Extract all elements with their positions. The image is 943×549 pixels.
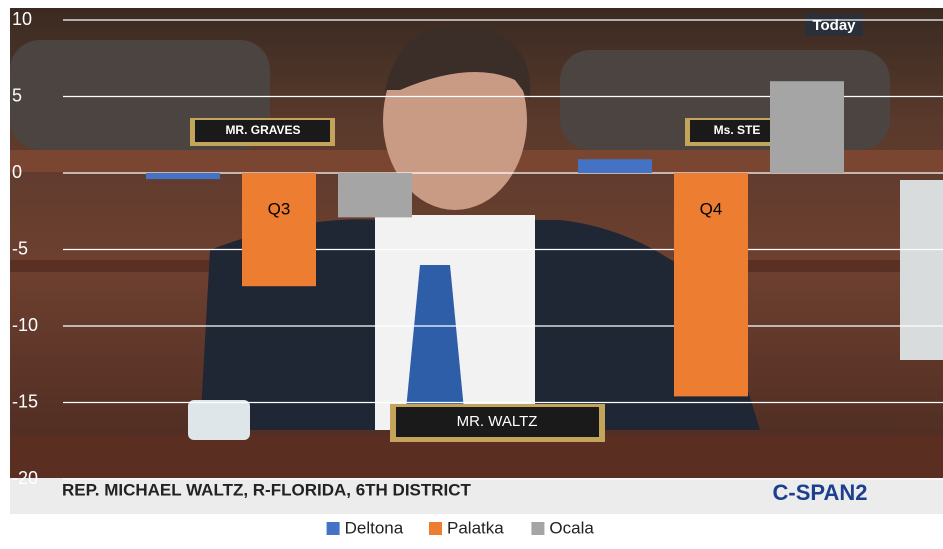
nameplate-label: MR. GRAVES xyxy=(225,123,300,137)
y-tick-label: -15 xyxy=(12,391,38,411)
y-tick-label: -5 xyxy=(12,238,28,258)
bar xyxy=(578,159,652,173)
bar xyxy=(338,173,412,218)
plot: -20 -15 -10 -5 0 5 10 Q3 Q4 Deltona Palatka Ocala xyxy=(12,9,943,537)
legend-label: Ocala xyxy=(549,518,594,537)
network-logo: C-SPAN2 xyxy=(773,480,868,505)
y-tick-label: -20 xyxy=(12,468,38,488)
legend-label: Palatka xyxy=(447,518,504,537)
bar xyxy=(770,81,844,173)
legend-swatch xyxy=(429,522,442,535)
y-tick-label: 0 xyxy=(12,162,22,182)
x-tick-label: Q3 xyxy=(268,199,291,218)
nameplate-label: Ms. STE xyxy=(714,123,761,137)
bar xyxy=(242,173,316,287)
legend-swatch xyxy=(326,522,340,535)
y-tick-label: 10 xyxy=(12,9,32,29)
y-tick-label: 5 xyxy=(12,85,22,105)
caption: REP. MICHAEL WALTZ, R-FLORIDA, 6TH DISTR… xyxy=(62,480,472,499)
x-tick-label: Q4 xyxy=(700,199,723,218)
nameplate-label: MR. WALTZ xyxy=(457,413,538,430)
y-tick-label: -10 xyxy=(12,315,38,335)
clock-label: Today xyxy=(812,17,856,34)
bar xyxy=(146,173,220,180)
legend-swatch xyxy=(531,522,545,535)
legend-label: Deltona xyxy=(345,518,404,537)
bar xyxy=(674,173,748,397)
